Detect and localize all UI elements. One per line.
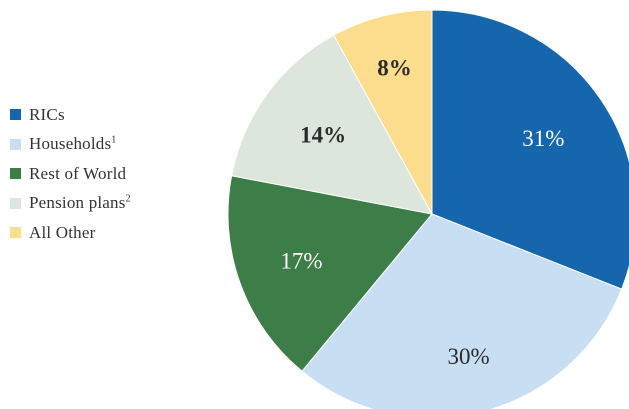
legend-item-rest-of-world: Rest of World (10, 159, 131, 189)
legend-footnote-marker: 1 (111, 134, 117, 146)
legend-label: Households1 (29, 134, 117, 154)
legend-swatch (10, 197, 21, 209)
slice-label-all-other: 8% (377, 55, 412, 80)
legend-label: Rest of World (29, 163, 127, 183)
pie-slice-pension-plans (231, 34, 433, 215)
legend-label: Pension plans2 (29, 193, 131, 213)
legend-item-households: Households1 (10, 130, 131, 160)
legend-label: RICs (29, 104, 65, 124)
slice-label-households: 30% (447, 344, 489, 369)
pie-slice-all-other (333, 9, 433, 215)
legend-item-rics: RICs (10, 100, 131, 130)
legend-item-pension-plans: Pension plans2 (10, 189, 131, 219)
slice-label-rics: 31% (522, 126, 564, 151)
legend-swatch (10, 168, 21, 180)
legend-swatch (10, 138, 21, 150)
slice-label-pension-plans: 14% (300, 122, 346, 147)
pie-slice-rics (431, 9, 629, 290)
pie-slice-rest-of-world (227, 175, 433, 372)
chart-legend: RICs Households1 Rest of World Pension plan… (10, 100, 131, 248)
pie-slice-households (301, 213, 623, 409)
legend-item-all-other: All Other (10, 218, 131, 248)
legend-footnote-marker: 2 (125, 193, 131, 205)
legend-swatch (10, 109, 21, 121)
slice-label-rest-of-world: 17% (280, 248, 322, 273)
legend-label: All Other (29, 222, 96, 242)
legend-swatch (10, 227, 21, 239)
